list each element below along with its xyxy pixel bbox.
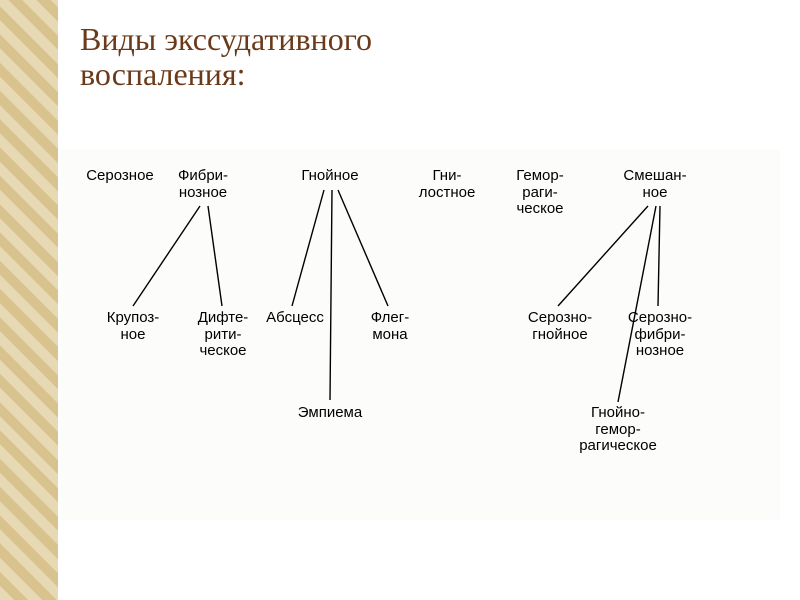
title-line2: воспаления: — [80, 56, 246, 92]
node-seroznoe: Серозное — [80, 168, 160, 185]
node-fibrinoznoe: Фибри- нозное — [168, 168, 238, 201]
node-gnoinogem: Гнойно- гемор- рагическое — [568, 405, 668, 455]
node-seroznognoi: Серозно- гнойное — [520, 310, 600, 343]
slide: Виды экссудативного воспаления: Серозное… — [0, 0, 800, 600]
node-difteriti: Дифте- рити- ческое — [188, 310, 258, 360]
node-krupoznoe: Крупоз- ное — [98, 310, 168, 343]
edge-6 — [618, 206, 656, 402]
node-seroznofibr: Серозно- фибри- нозное — [620, 310, 700, 360]
node-flegmona: Флег- мона — [360, 310, 420, 343]
edge-2 — [292, 190, 324, 306]
edge-7 — [658, 206, 660, 306]
node-smeshannoe: Смешан- ное — [615, 168, 695, 201]
node-abscess: Абсцесс — [260, 310, 330, 327]
edge-4 — [338, 190, 388, 306]
node-gnilostnoe: Гни- лостное — [412, 168, 482, 201]
title-line1: Виды экссудативного — [80, 21, 372, 57]
edge-0 — [133, 206, 200, 306]
node-gemorrag: Гемор- раги- ческое — [500, 168, 580, 218]
diagram-area: Серозное Фибри- нозное Гнойное Гни- лостное… — [60, 150, 780, 520]
decorative-sidebar — [0, 0, 58, 600]
edge-5 — [558, 206, 648, 306]
slide-title: Виды экссудативного воспаления: — [80, 22, 372, 92]
node-gnoinoe: Гнойное — [290, 168, 370, 185]
edge-1 — [208, 206, 222, 306]
node-empiema: Эмпиема — [290, 405, 370, 422]
edge-3 — [330, 190, 332, 400]
